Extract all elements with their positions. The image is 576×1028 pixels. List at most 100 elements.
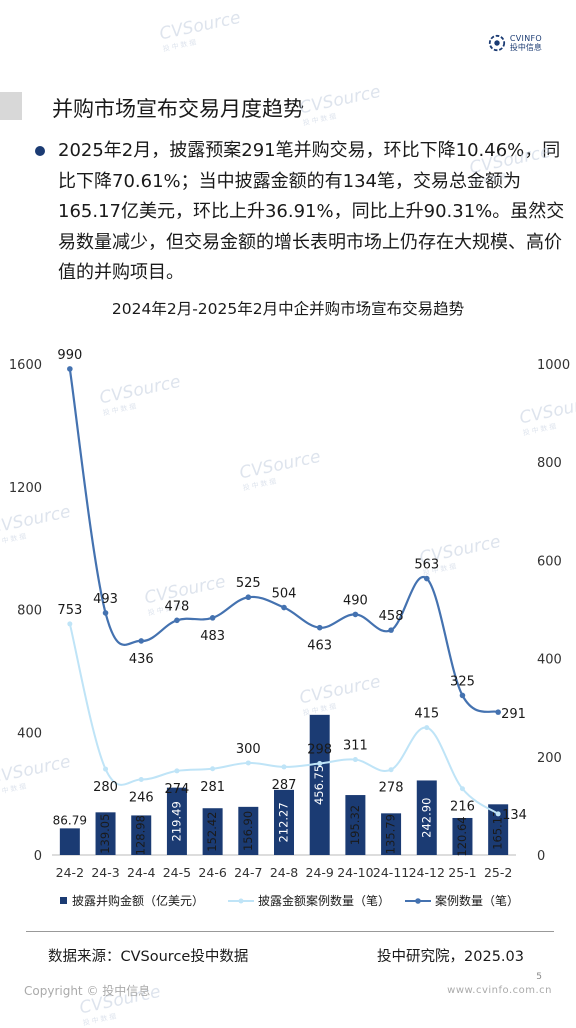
x-tick-label: 24-8 [270, 865, 298, 880]
series-data-label-disclosed-count: 278 [379, 781, 404, 796]
series-data-label-case-count: 483 [200, 629, 225, 644]
x-tick-label: 24-2 [56, 865, 84, 880]
series-data-label-disclosed-count: 300 [236, 742, 261, 757]
section-marker [0, 92, 22, 120]
series-point-disclosed-count [67, 621, 73, 627]
series-point-case-count [67, 366, 73, 372]
series-data-label-disclosed-count: 281 [200, 780, 225, 795]
series-data-label-case-count: 563 [414, 558, 439, 573]
y-left-tick-label: 800 [17, 604, 42, 619]
watermark: CVSource 投中数据 [297, 81, 383, 128]
chart-title: 2024年2月-2025年2月中企并购市场宣布交易趋势 [112, 300, 464, 318]
series-point-case-count [495, 709, 501, 715]
series-data-label-case-count: 478 [165, 599, 190, 614]
bullet-icon [35, 146, 45, 156]
series-data-label-case-count: 490 [343, 593, 368, 608]
bar [274, 789, 294, 855]
bar [131, 815, 152, 855]
bar-data-label: 139.05 [98, 814, 112, 854]
series-data-label-case-count: 525 [236, 576, 261, 591]
series-point-case-count [138, 638, 145, 644]
y-left-tick-label: 0 [34, 849, 42, 864]
legend-swatch-marker [415, 898, 421, 904]
bar-data-label: 135.79 [384, 814, 398, 854]
series-data-label-disclosed-count: 216 [450, 800, 475, 815]
series-point-disclosed-count [210, 766, 216, 772]
bar-data-label: 86.79 [53, 813, 87, 827]
series-data-label-case-count: 504 [272, 587, 297, 602]
series-point-case-count [245, 594, 252, 601]
series-point-disclosed-count [495, 811, 501, 817]
x-tick-label: 24-7 [234, 865, 262, 880]
bar [345, 795, 366, 855]
x-tick-label: 24-10 [337, 865, 373, 880]
bar-data-label: 195.32 [348, 805, 362, 845]
bar [488, 804, 509, 855]
series-data-label-case-count: 990 [57, 348, 82, 363]
bar-data-label: 212.27 [277, 802, 291, 842]
series-data-label-case-count: 493 [93, 592, 118, 607]
series-point-case-count [388, 627, 394, 633]
series-point-disclosed-count [424, 725, 430, 731]
bar-data-label: 152.42 [205, 811, 219, 851]
watermark: CVSource 投中数据 [157, 7, 243, 54]
series-point-case-count [174, 617, 180, 624]
x-tick-label: 24-4 [127, 865, 155, 880]
series-point-case-count [102, 610, 109, 616]
bar [416, 780, 437, 855]
bar [59, 828, 80, 855]
section-title: 并购市场宣布交易月度趋势 [52, 97, 304, 121]
y-right-tick-label: 200 [537, 751, 562, 766]
logo-text-en: CVINFO [509, 34, 542, 43]
series-data-label-disclosed-count: 298 [307, 743, 332, 758]
series-data-label-disclosed-count: 274 [165, 782, 190, 797]
series-data-label-case-count: 436 [129, 652, 154, 667]
website: www.cvinfo.com.cn [447, 985, 552, 996]
series-point-disclosed-count [103, 766, 109, 772]
series-data-label-case-count: 325 [450, 674, 475, 689]
chart: 2024年2月-2025年2月中企并购市场宣布交易趋势 0 400 800 1200 16… [9, 300, 570, 908]
data-source: 数据来源：CVSource投中数据 [48, 949, 249, 965]
bar [95, 812, 116, 855]
series-data-label-case-count: 291 [501, 707, 526, 722]
x-tick-label: 25-2 [484, 865, 512, 880]
page-number: 5 [536, 972, 542, 982]
x-tick-label: 25-1 [448, 865, 476, 880]
x-tick-label: 24-12 [409, 865, 445, 880]
x-tick-label: 24-6 [198, 865, 226, 880]
series-point-disclosed-count [317, 761, 323, 767]
bar-data-label: 242.90 [419, 798, 433, 838]
x-tick-label: 24-11 [373, 865, 409, 880]
bar [166, 787, 187, 855]
series-data-label-disclosed-count: 280 [93, 780, 118, 795]
series-point-case-count [281, 604, 287, 611]
legend-label: 披露金额案例数量（笔） [258, 893, 390, 908]
series-point-disclosed-count [174, 768, 180, 774]
series-point-disclosed-count [388, 767, 394, 773]
y-right-tick-label: 400 [537, 653, 562, 668]
legend-label: 披露并购金额（亿美元） [72, 893, 204, 908]
series-point-case-count [316, 624, 323, 631]
y-left-tick-label: 400 [17, 726, 42, 741]
series-data-label-disclosed-count: 753 [57, 603, 82, 618]
series-point-disclosed-count [281, 764, 287, 770]
y-left-tick-label: 1200 [9, 481, 42, 496]
bar-data-label: 156.90 [241, 811, 255, 851]
institute-date: 投中研究院，2025.03 [377, 949, 524, 965]
legend-swatch-marker [238, 898, 244, 904]
footer-divider [26, 931, 554, 932]
bar-data-label: 165.17 [491, 810, 505, 850]
bar-data-label: 128.98 [134, 815, 148, 855]
bar-data-label: 456.75 [312, 765, 326, 805]
cvinfo-logo: CVINFO 投中信息 [488, 34, 542, 52]
series-data-label-case-count: 458 [379, 609, 404, 624]
legend-label: 案例数量（笔） [435, 893, 519, 908]
series-point-disclosed-count [138, 777, 144, 783]
legend-swatch-bar [60, 897, 67, 904]
logo-text-cn: 投中信息 [509, 43, 542, 52]
y-right-tick-label: 0 [537, 849, 545, 864]
bar [238, 806, 259, 855]
series-point-case-count [209, 615, 216, 621]
bar [202, 808, 223, 855]
series-data-label-disclosed-count: 246 [129, 791, 154, 806]
